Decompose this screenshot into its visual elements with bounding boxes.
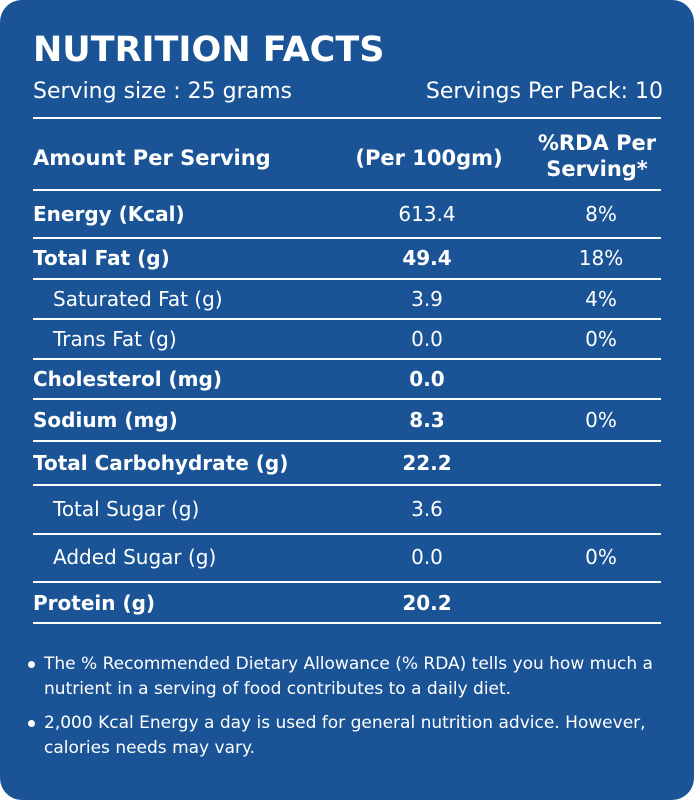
nutrient-value: 613.4 — [398, 202, 456, 226]
divider — [33, 358, 661, 360]
divider — [33, 318, 661, 320]
divider — [33, 398, 661, 400]
header-rda-per-serving: %RDA Per Serving* — [537, 131, 657, 181]
nutrient-value: 3.9 — [411, 287, 443, 311]
nutrient-rda: 8% — [585, 202, 617, 226]
nutrient-name: Energy (Kcal) — [33, 202, 185, 226]
nutrient-name: Total Fat (g) — [33, 246, 170, 270]
bullet-icon — [28, 661, 35, 668]
divider — [33, 237, 661, 239]
header-per-100gm: (Per 100gm) — [355, 146, 503, 170]
footnote-text: 2,000 Kcal Energy a day is used for gene… — [44, 713, 646, 758]
nutrient-name: Trans Fat (g) — [53, 327, 177, 351]
header-amount-per-serving: Amount Per Serving — [33, 146, 271, 170]
nutrient-rda: 0% — [585, 327, 617, 351]
nutrient-rda: 18% — [578, 246, 624, 270]
footnote-item: 2,000 Kcal Energy a day is used for gene… — [24, 711, 674, 761]
divider — [33, 533, 661, 535]
divider — [33, 484, 661, 486]
footnote-text: The % Recommended Dietary Allowance (% R… — [44, 654, 653, 699]
serving-info: Serving size : 25 grams Servings Per Pac… — [33, 76, 663, 108]
nutrient-name: Total Sugar (g) — [53, 497, 200, 521]
nutrient-rda: 4% — [585, 287, 617, 311]
divider — [33, 189, 661, 191]
servings-per-pack: Servings Per Pack: 10 — [425, 79, 663, 104]
nutrient-name: Protein (g) — [33, 591, 156, 615]
bullet-icon — [28, 720, 35, 727]
nutrient-value: 49.4 — [402, 246, 452, 270]
nutrient-rda: 0% — [585, 545, 617, 569]
nutrient-rda: 0% — [585, 408, 617, 432]
divider — [33, 278, 661, 280]
nutrient-value: 0.0 — [409, 367, 445, 391]
divider — [33, 117, 661, 119]
nutrient-value: 0.0 — [411, 327, 443, 351]
divider — [33, 622, 661, 624]
nutrient-name: Sodium (mg) — [33, 408, 178, 432]
serving-size: Serving size : 25 grams — [33, 79, 293, 104]
footnotes: The % Recommended Dietary Allowance (% R… — [24, 652, 674, 770]
nutrient-name: Added Sugar (g) — [53, 545, 217, 569]
nutrient-value: 22.2 — [402, 451, 452, 475]
nutrient-value: 3.6 — [411, 497, 443, 521]
nutrient-name: Total Carbohydrate (g) — [33, 451, 289, 475]
nutrient-value: 0.0 — [411, 545, 443, 569]
nutrient-value: 20.2 — [402, 591, 452, 615]
nutrient-name: Cholesterol (mg) — [33, 367, 222, 391]
nutrition-title: NUTRITION FACTS — [33, 30, 385, 70]
nutrient-name: Saturated Fat (g) — [53, 287, 223, 311]
nutrient-value: 8.3 — [409, 408, 445, 432]
divider — [33, 440, 661, 442]
footnote-item: The % Recommended Dietary Allowance (% R… — [24, 652, 674, 702]
divider — [33, 581, 661, 583]
